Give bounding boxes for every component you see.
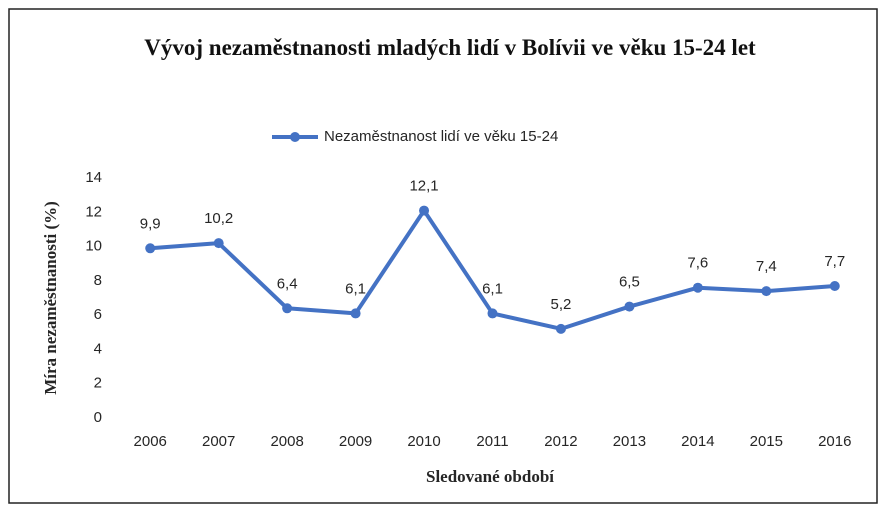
legend-label: Nezaměstnanost lidí ve věku 15-24 xyxy=(324,128,558,145)
point xyxy=(487,308,498,319)
x-axis-label: Sledované období xyxy=(426,467,554,486)
chart-title: Vývoj nezaměstnanosti mladých lidí v Bol… xyxy=(144,35,756,60)
legend-marker xyxy=(290,132,300,142)
data-label: 9,9 xyxy=(140,215,161,232)
point xyxy=(350,308,361,319)
y-tick-label: 2 xyxy=(94,375,102,392)
data-label: 7,4 xyxy=(756,258,777,275)
data-label: 12,1 xyxy=(409,178,438,195)
y-tick-label: 6 xyxy=(94,306,102,323)
x-tick-label: 2009 xyxy=(339,433,372,450)
data-label: 6,1 xyxy=(482,280,503,297)
chart-frame xyxy=(8,8,878,504)
data-label: 6,5 xyxy=(619,274,640,291)
y-axis-label: Míra nezaměstnanosti (%) xyxy=(41,201,60,395)
data-label: 7,6 xyxy=(687,255,708,272)
data-label: 5,2 xyxy=(551,296,572,313)
x-tick-label: 2006 xyxy=(134,433,167,450)
point xyxy=(692,282,703,293)
x-tick-label: 2016 xyxy=(818,433,851,450)
x-tick-label: 2015 xyxy=(750,433,783,450)
point xyxy=(624,301,635,312)
x-tick-label: 2011 xyxy=(476,433,508,450)
point xyxy=(145,243,156,254)
point xyxy=(829,281,840,291)
y-tick-label: 0 xyxy=(94,409,102,426)
y-tick-label: 4 xyxy=(94,340,102,357)
x-tick-label: 2007 xyxy=(202,433,235,450)
point xyxy=(761,286,772,297)
x-tick-label: 2013 xyxy=(613,433,646,450)
data-label: 6,1 xyxy=(345,280,366,297)
point xyxy=(213,238,224,249)
x-tick-label: 2012 xyxy=(544,433,577,450)
x-tick-label: 2008 xyxy=(270,433,303,450)
point xyxy=(555,323,566,334)
x-tick-label: 2010 xyxy=(407,433,440,450)
point xyxy=(282,303,293,314)
data-label: 10,2 xyxy=(204,210,233,227)
data-label: 7,7 xyxy=(824,253,845,270)
y-tick-label: 8 xyxy=(94,272,102,289)
y-tick-label: 10 xyxy=(85,238,102,255)
data-label: 6,4 xyxy=(277,275,298,292)
x-tick-label: 2014 xyxy=(681,433,714,450)
y-tick-label: 14 xyxy=(85,169,102,186)
y-tick-label: 12 xyxy=(85,203,102,220)
point xyxy=(419,205,430,216)
